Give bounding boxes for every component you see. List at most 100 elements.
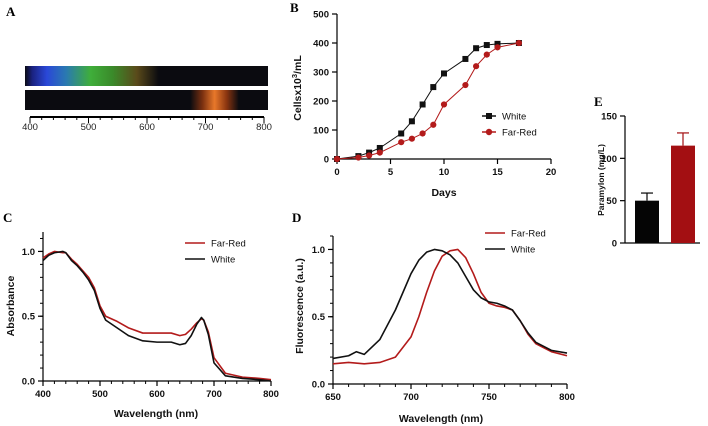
absorbance-series-line (42, 250, 272, 382)
spectrum-tick-label: 700 (198, 122, 214, 133)
paramylon-y-tick-label: 50 (606, 196, 617, 207)
growth-point (473, 63, 480, 70)
spectrum-strip-white (25, 66, 268, 86)
growth-ylabel-tail: /mL (292, 55, 304, 74)
fluorescence-series-line (332, 248, 568, 365)
absorbance-series (42, 250, 272, 382)
growth-y-tick-label: 400 (313, 39, 329, 50)
fluorescence-x-tick-label: 800 (559, 392, 575, 403)
growth-series-line (336, 42, 519, 160)
growth-legend-label: White (502, 112, 526, 123)
growth-y-tick-label: 300 (313, 68, 329, 79)
panel-label-a: A (6, 4, 16, 19)
fluorescence-x-tick-label: 650 (325, 392, 341, 403)
growth-point (483, 42, 490, 49)
growth-point (333, 155, 341, 163)
growth-point (515, 39, 523, 47)
growth-series-line (336, 42, 519, 160)
absorbance-x-tick-label: 500 (92, 389, 108, 400)
absorbance-ylabel: Absorbance (5, 276, 17, 337)
growth-point (376, 149, 383, 156)
growth-point (462, 55, 469, 62)
absorbance-x-tick-label: 600 (149, 389, 165, 400)
growth-point (398, 130, 405, 137)
fluorescence-y-tick-label: 1.0 (312, 245, 325, 256)
fluorescence-legend-label: White (511, 245, 535, 256)
growth-y-tick-label: 100 (313, 126, 329, 137)
growth-ylabel-main: Cellsx10 (292, 78, 304, 121)
growth-point (419, 101, 426, 108)
fluorescence-y-tick-label: 0.5 (312, 312, 326, 323)
spectrum-strip-far-red (25, 90, 268, 110)
growth-point (494, 44, 501, 51)
panel-label-c: C (3, 210, 12, 225)
fluorescence-x-tick-label: 750 (481, 392, 497, 403)
fluorescence-xlabel: Wavelength (nm) (399, 413, 483, 425)
absorbance-series-line (42, 250, 272, 381)
growth-x-tick-label: 10 (439, 167, 450, 178)
growth-ylabel: Cellsx103/mL (290, 55, 304, 121)
fluorescence-ylabel: Fluorescence (a.u.) (294, 258, 306, 354)
absorbance-x-tick-label: 700 (206, 389, 222, 400)
growth-point (441, 70, 447, 77)
growth-legend-label: Far-Red (502, 128, 537, 139)
paramylon-y-tick-label: 100 (601, 154, 617, 165)
paramylon-y-tick-label: 0 (612, 239, 617, 250)
spectrum-tick-label: 500 (81, 122, 97, 133)
spectrum-tick-label: 400 (22, 122, 38, 133)
absorbance-x-tick-label: 400 (35, 389, 51, 400)
absorbance-y-tick-label: 0.0 (22, 377, 35, 388)
growth-point (430, 121, 437, 128)
growth-legend-marker (486, 113, 492, 119)
growth-legend: White Far-Red (482, 112, 537, 139)
absorbance-legend: Far-Red White (185, 239, 246, 266)
growth-legend-marker (485, 128, 493, 136)
spectrum-tick-label: 600 (139, 122, 155, 133)
absorbance-legend-label: Far-Red (211, 239, 246, 250)
fluorescence-series-line (332, 248, 568, 360)
growth-point (419, 130, 426, 137)
absorbance-y-tick-label: 1.0 (22, 247, 35, 258)
growth-series (333, 39, 523, 163)
growth-point (440, 101, 448, 108)
spectrum-ticks: 400 500 600 700 800 (22, 117, 272, 133)
fluorescence-series (332, 248, 568, 365)
growth-ylabel-sup: 3 (290, 74, 299, 78)
fluorescence-legend-label: Far-Red (511, 229, 546, 240)
absorbance-xlabel: Wavelength (nm) (114, 408, 198, 420)
growth-point (355, 154, 362, 161)
absorbance-x-tick-label: 800 (263, 389, 279, 400)
fluorescence-legend: Far-Red White (485, 229, 546, 256)
paramylon-ylabel: Paramylon (mg/L) (596, 144, 606, 216)
paramylon-bar-far-red (671, 145, 695, 243)
growth-x-tick-label: 5 (388, 167, 394, 178)
panel-label-b: B (290, 0, 299, 15)
fluorescence-y-tick-label: 0.0 (312, 380, 325, 391)
growth-y-tick-label: 500 (313, 10, 329, 21)
growth-point (473, 45, 480, 52)
absorbance-axes: 400 500 600 700 800 0.0 0.5 1.0 (22, 232, 279, 400)
spectrum-tick-label: 800 (256, 122, 272, 133)
panel-label-e: E (594, 94, 603, 109)
growth-point (398, 139, 405, 146)
growth-x-tick-label: 20 (546, 167, 557, 178)
growth-point (408, 118, 415, 125)
growth-y-tick-label: 0 (324, 155, 329, 166)
panel-label-d: D (292, 210, 301, 225)
growth-x-tick-label: 0 (334, 167, 339, 178)
growth-point (376, 144, 383, 151)
growth-point (494, 40, 501, 47)
growth-point (430, 84, 437, 91)
absorbance-legend-label: White (211, 255, 235, 266)
fluorescence-axes: 650 700 750 800 0.0 0.5 1.0 (312, 235, 575, 403)
growth-point (483, 51, 490, 58)
growth-y-tick-label: 200 (313, 97, 329, 108)
absorbance-y-tick-label: 0.5 (22, 312, 36, 323)
paramylon-y-tick-label: 150 (601, 112, 617, 123)
growth-point (408, 135, 415, 142)
fluorescence-x-tick-label: 700 (403, 392, 419, 403)
growth-x-tick-label: 15 (492, 167, 503, 178)
paramylon-bars (635, 132, 695, 243)
